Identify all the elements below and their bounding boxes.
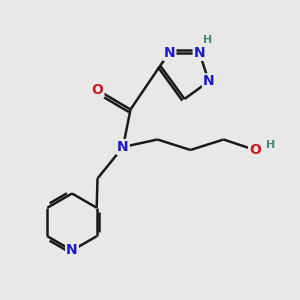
Text: H: H — [203, 35, 212, 45]
Text: N: N — [66, 244, 78, 257]
Text: N: N — [203, 74, 214, 88]
Text: N: N — [117, 140, 129, 154]
Text: N: N — [194, 46, 205, 60]
Text: O: O — [249, 143, 261, 157]
Text: O: O — [92, 83, 104, 97]
Text: N: N — [164, 46, 175, 60]
Text: H: H — [266, 140, 275, 151]
